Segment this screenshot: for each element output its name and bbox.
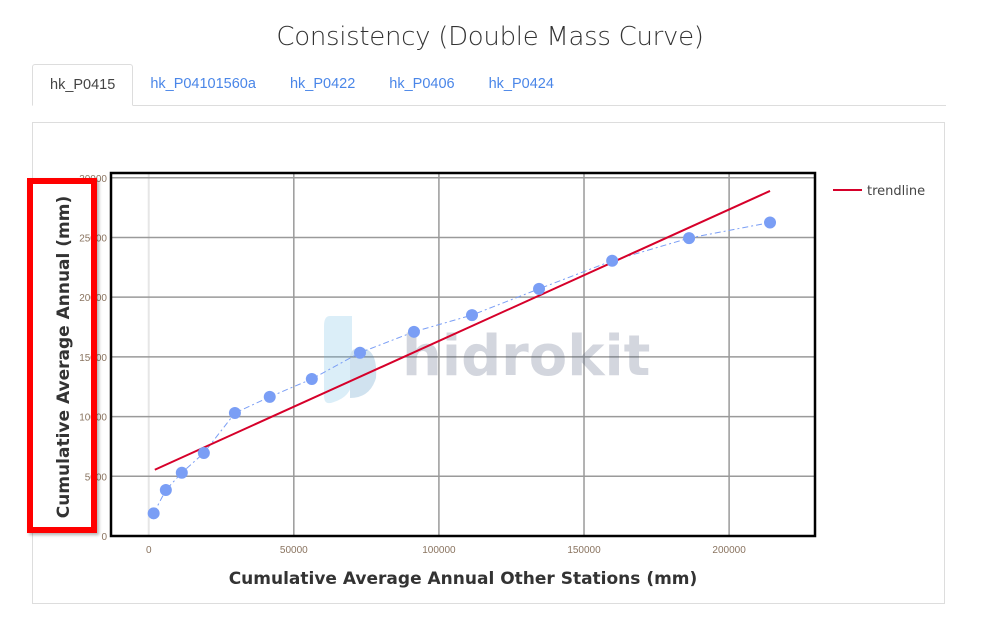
y-axis-title: Cumulative Average Annual (mm) (54, 196, 74, 518)
hidrokit-watermark-logo: hidrokit (324, 316, 650, 404)
data-point (606, 254, 619, 267)
data-point (683, 232, 696, 245)
x-tick-label: 0 (146, 545, 152, 556)
data-point (197, 447, 210, 460)
data-point (407, 325, 420, 338)
y-tick-label: 0 (101, 532, 107, 543)
x-tick-label: 100000 (422, 545, 456, 556)
series-layer (147, 190, 777, 520)
tab-hk-p0424[interactable]: hk_P0424 (488, 76, 554, 92)
data-point (764, 216, 777, 229)
data-point (465, 309, 478, 322)
page-title: Consistency (Double Mass Curve) (276, 22, 704, 52)
tab-hk-p0406[interactable]: hk_P0406 (389, 76, 455, 92)
grid (111, 173, 815, 536)
data-point (228, 407, 241, 420)
tab-hk-p0415[interactable]: hk_P0415 (32, 64, 134, 106)
data-line (153, 222, 771, 514)
legend[interactable]: trendline (833, 184, 925, 199)
x-tick-label: 150000 (567, 545, 601, 556)
trendline (154, 190, 771, 471)
y-axis-highlight-box (27, 178, 97, 533)
data-point (353, 346, 366, 359)
station-tabs: hk_P0415 hk_P04101560a hk_P0422 hk_P0406… (32, 64, 946, 106)
legend-trendline-label: trendline (867, 184, 925, 199)
watermark-text: hidrokit (402, 324, 650, 389)
data-point (159, 484, 172, 497)
plot-frame (109, 171, 817, 538)
plot-background (111, 173, 815, 536)
data-point (263, 390, 276, 403)
x-tick-label: 50000 (280, 545, 308, 556)
data-point (305, 372, 318, 385)
data-point (147, 507, 160, 520)
x-axis-title: Cumulative Average Annual Other Stations… (229, 569, 698, 589)
x-tick-label: 200000 (712, 545, 746, 556)
data-point (533, 282, 546, 295)
tab-hk-p04101560a[interactable]: hk_P04101560a (150, 76, 256, 92)
data-point (175, 466, 188, 479)
tab-hk-p0422[interactable]: hk_P0422 (289, 76, 356, 92)
